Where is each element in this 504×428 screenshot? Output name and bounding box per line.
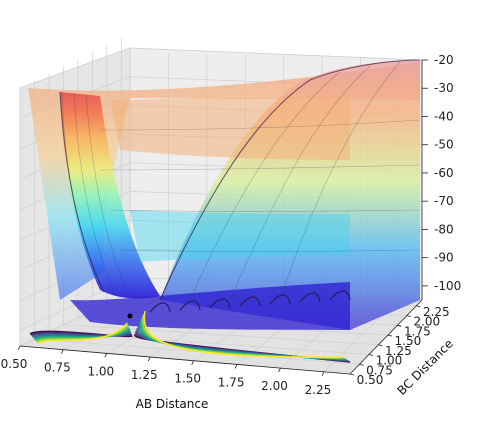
z-tick-label: -100 xyxy=(434,279,461,293)
y-tick-mark xyxy=(397,324,402,327)
z-tick-label: -30 xyxy=(434,81,454,95)
contour-line xyxy=(209,298,231,309)
contour-line xyxy=(179,300,201,311)
surface-cyan-band xyxy=(130,210,350,262)
z-tick-label: -50 xyxy=(434,138,454,152)
x-tick-label: 1.00 xyxy=(87,364,114,378)
z-tick-label: -70 xyxy=(434,194,454,208)
x-tick-label: 2.00 xyxy=(261,379,288,393)
x-axis-ticks: 0.50 0.75 1.00 1.25 1.50 1.75 2.00 2.25 xyxy=(1,345,332,397)
x-tick-label: 1.50 xyxy=(174,372,201,386)
surface-left-wall xyxy=(60,92,160,299)
surface-orange-band xyxy=(110,96,350,160)
z-tick-label: -40 xyxy=(434,109,454,123)
y-tick-mark xyxy=(378,344,383,347)
x-axis-label: AB Distance xyxy=(136,397,209,411)
y-tick-label: 0.75 xyxy=(366,363,393,377)
y-tick-mark xyxy=(406,315,411,317)
contour-line xyxy=(269,294,291,305)
contour-line xyxy=(239,296,261,307)
x-tick-label: 2.25 xyxy=(305,383,332,397)
x-tick-mark xyxy=(234,364,238,369)
x-tick-mark xyxy=(278,367,281,373)
y-tick-mark xyxy=(349,373,355,376)
axis-lines xyxy=(19,60,423,375)
y-tick-label: 0.50 xyxy=(357,373,384,387)
y-tick-label: 2.25 xyxy=(423,305,450,319)
y-tick-label: 1.50 xyxy=(395,334,422,348)
contour-line xyxy=(149,302,171,313)
y-tick-mark xyxy=(416,305,421,308)
z-tick-label: -90 xyxy=(434,251,454,265)
x-tick-label: 0.50 xyxy=(1,357,28,371)
y-tick-label: 2.00 xyxy=(413,315,440,329)
contour-line xyxy=(299,292,321,303)
x-tick-label: 1.25 xyxy=(131,368,158,382)
surface-dark-edges xyxy=(59,59,421,301)
y-tick-mark xyxy=(387,334,392,337)
y-tick-label: 1.25 xyxy=(385,344,412,358)
x-tick-label: 1.75 xyxy=(218,375,245,389)
y-tick-label: 1.00 xyxy=(376,354,403,368)
y-tick-mark xyxy=(359,363,364,366)
z-tick-label: -20 xyxy=(434,53,454,67)
energy-surface xyxy=(28,59,421,330)
marked-point xyxy=(127,313,133,319)
floor-contours xyxy=(29,290,351,363)
z-tick-label: -80 xyxy=(434,222,454,236)
y-tick-label: 1.75 xyxy=(404,324,431,338)
z-axis-ticks: -20 -30 -40 -50 -60 -70 -80 -90 -100 xyxy=(422,53,461,293)
surface-right-ridge xyxy=(160,60,420,330)
x-tick-mark xyxy=(104,353,108,358)
y-tick-mark xyxy=(368,354,374,356)
x-tick-mark xyxy=(17,345,21,351)
x-tick-mark xyxy=(147,356,151,362)
y-axis-ticks: 0.500.751.001.251.501.752.002.25 xyxy=(349,305,450,387)
contour-line xyxy=(37,310,343,359)
x-tick-mark xyxy=(61,349,64,354)
x-tick-mark xyxy=(191,360,195,365)
surface-valley xyxy=(70,282,350,330)
contour-line xyxy=(329,290,351,301)
x-tick-mark xyxy=(321,371,325,376)
x-tick-label: 0.75 xyxy=(44,361,71,375)
z-tick-label: -60 xyxy=(434,166,454,180)
